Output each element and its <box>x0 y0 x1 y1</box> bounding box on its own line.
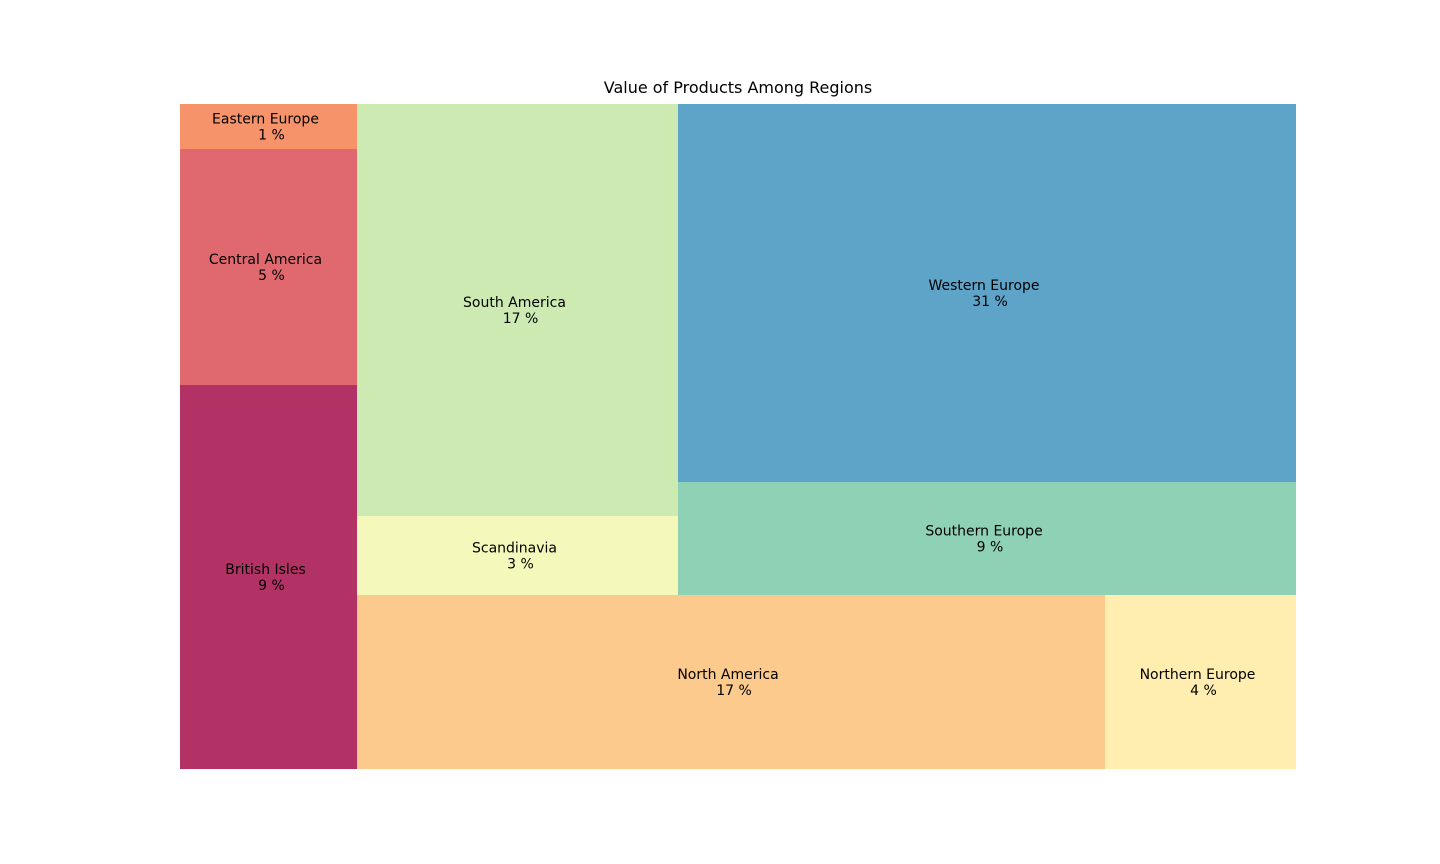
treemap-label-scandinavia: Scandinavia <box>472 541 557 557</box>
treemap-rect-north-america <box>357 595 1105 769</box>
treemap-label-southern-europe: Southern Europe <box>925 524 1042 540</box>
treemap-value-scandinavia: 3 % <box>507 557 534 573</box>
treemap-label-western-europe: Western Europe <box>928 278 1039 294</box>
treemap-rect-southern-europe <box>678 482 1296 595</box>
treemap-rect-south-america <box>357 104 678 516</box>
treemap-label-eastern-europe: Eastern Europe <box>212 112 319 128</box>
treemap-rect-northern-europe <box>1105 595 1296 769</box>
chart-title: Value of Products Among Regions <box>603 78 873 97</box>
treemap-value-south-america: 17 % <box>503 311 539 327</box>
treemap-label-north-america: North America <box>677 667 778 683</box>
treemap-value-southern-europe: 9 % <box>977 540 1004 556</box>
treemap-rect-central-america <box>180 149 357 385</box>
treemap-value-central-america: 5 % <box>258 268 285 284</box>
treemap-value-north-america: 17 % <box>716 683 752 699</box>
treemap-value-eastern-europe: 1 % <box>258 128 285 144</box>
treemap-rect-western-europe <box>678 104 1296 482</box>
treemap-rect-eastern-europe <box>180 104 357 149</box>
treemap-value-british-isles: 9 % <box>258 578 285 594</box>
treemap-value-northern-europe: 4 % <box>1190 683 1217 699</box>
treemap-label-south-america: South America <box>463 295 566 311</box>
treemap-rect-british-isles <box>180 385 357 769</box>
treemap-label-northern-europe: Northern Europe <box>1140 667 1256 683</box>
treemap-value-western-europe: 31 % <box>972 294 1008 310</box>
treemap-label-central-america: Central America <box>209 252 322 268</box>
treemap-label-british-isles: British Isles <box>225 562 305 578</box>
treemap-rect-scandinavia <box>357 516 678 595</box>
